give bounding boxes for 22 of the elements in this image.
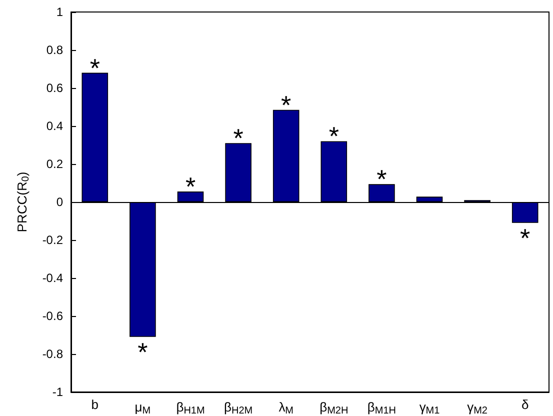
annotation: * (328, 121, 339, 152)
y-tick-label: -0.4 (42, 271, 64, 285)
annotation: * (233, 123, 244, 154)
y-axis-title: PRCC(R0) (14, 172, 32, 232)
y-tick-label: 0 (56, 195, 64, 209)
x-tick-label: δ (521, 397, 529, 412)
annotation: * (281, 90, 292, 120)
annotation: * (376, 164, 387, 194)
y-tick-label: 0.8 (46, 43, 64, 57)
y-tick-label: -1 (52, 385, 64, 399)
y-tick-label: 1 (56, 5, 64, 19)
y-tick-label: -0.8 (42, 347, 64, 361)
y-tick-label: 0.2 (46, 157, 64, 171)
y-tick-label: -0.2 (42, 233, 64, 247)
y-tick-label: 0.6 (46, 81, 64, 95)
x-tick-label: b (91, 397, 99, 412)
annotation: * (138, 336, 148, 367)
annotation: * (520, 222, 530, 253)
y-tick-label: -0.6 (42, 309, 64, 323)
annotation: * (90, 52, 100, 83)
annotation: * (185, 172, 196, 202)
y-tick-label: 0.4 (46, 119, 64, 133)
